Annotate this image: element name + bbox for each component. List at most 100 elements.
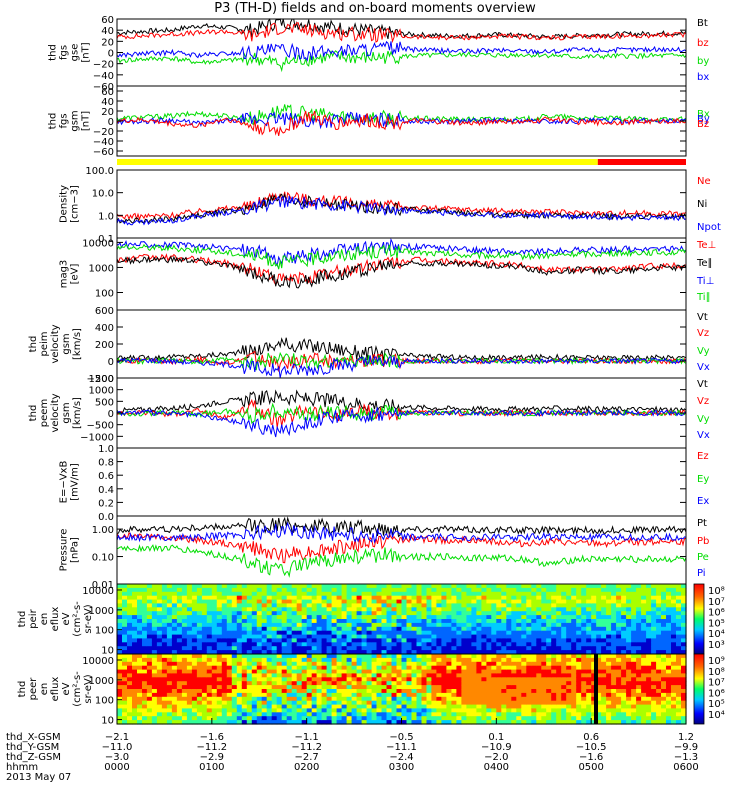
peir-spectrogram-cell [137,607,143,612]
peer-spectrogram-cell [266,720,273,725]
peir-spectrogram-cell [481,630,487,636]
footer-value: −2.4 [389,752,413,763]
peer-spectrogram-cell [521,665,527,671]
peer-spectrogram-cell [226,661,233,667]
peer-spectrogram-cell [556,716,562,721]
peir-spectrogram-cell [576,622,582,628]
peer-spectrogram-cell [246,716,253,721]
peir-spectrogram-cell [266,603,273,608]
peer-spectrogram-cell [336,720,343,725]
peer-spectrogram-cell [171,673,178,678]
peir-spectrogram-cell [216,642,223,647]
peir-spectrogram-cell [571,626,577,632]
peir-spectrogram-cell [391,626,398,632]
peer-spectrogram-cell [516,696,522,702]
fgs-gse-legend-2: by [697,56,709,67]
peer-spectrogram-cell [331,692,338,698]
peer-spectrogram-cell [231,661,238,667]
peir-spectrogram-cell [406,638,413,643]
peir-spectrogram-cell [476,630,482,636]
peir-spectrogram-cell [581,611,587,616]
peer-spectrogram-cell [566,677,572,682]
peer-spectrogram-cell [366,685,373,690]
peer-spectrogram-cell [486,720,492,725]
peer-spectrogram-cell [306,692,313,698]
peir-spectrogram-cell [401,611,408,616]
peir-spectrogram-colorbar-label: 10⁸ [708,586,725,597]
peer-spectrogram-cell [286,673,293,678]
peer-spectrogram-cell [486,665,492,671]
peer-spectrogram-cell [401,700,408,706]
peer-spectrogram-cell [291,700,298,706]
peer-spectrogram-cell [151,661,158,667]
peer-spectrogram-cell [561,654,567,659]
peer-spectrogram-cell [486,669,492,675]
peer-spectrogram-cell [146,712,153,717]
peer-spectrogram-cell [406,685,413,690]
peir-spectrogram-cell [306,611,313,616]
peer-spectrogram-cell [451,696,457,702]
peir-spectrogram-cell [641,615,647,620]
peir-spectrogram-cell [546,591,552,597]
peir-spectrogram-cell [601,634,607,640]
peer-spectrogram-cell [221,704,228,710]
temperature-ylabel: [eV] [70,264,81,285]
peir-spectrogram-cell [316,591,323,597]
peir-spectrogram-cell [456,622,462,628]
peir-spectrogram-cell [566,646,572,651]
peer-spectrogram-cell [526,712,532,717]
peim-velocity-tick-label: 400 [95,323,114,334]
peer-spectrogram-cell [671,677,677,682]
peer-spectrogram-cell [621,704,627,710]
peir-spectrogram-cell [426,638,433,643]
peir-spectrogram-cell [556,622,562,628]
peir-spectrogram-cell [426,642,433,647]
peer-spectrogram-cell [531,654,537,659]
peer-spectrogram-cell [127,700,133,706]
peir-spectrogram-cell [436,603,442,608]
peir-spectrogram-cell [361,611,368,616]
peer-spectrogram-cell [411,665,418,671]
peem-velocity-tick-label: 0 [108,409,114,420]
peir-spectrogram-cell [191,630,198,636]
peer-spectrogram-cell [511,716,517,721]
peir-spectrogram-cell [246,615,253,620]
peir-spectrogram-cell [636,626,642,632]
peer-spectrogram-cell [661,716,667,721]
peer-spectrogram-cell [306,673,313,678]
peir-spectrogram-cell [546,611,552,616]
peir-spectrogram-cell [181,584,188,589]
peer-spectrogram-cell [261,712,268,717]
peir-spectrogram-cell [631,642,637,647]
peir-spectrogram-cell [521,638,527,643]
peir-spectrogram-cell [241,634,248,640]
peir-spectrogram-cell [276,607,283,612]
peir-spectrogram-cell [186,638,193,643]
peer-spectrogram-cell [361,673,368,678]
peir-spectrogram-cell [206,595,213,601]
peir-spectrogram-cell [137,603,143,608]
peir-spectrogram-cell [476,584,482,589]
peir-spectrogram-cell [336,615,343,620]
footer-value: −2.0 [484,752,508,763]
peir-spectrogram-cell [122,584,128,589]
peir-spectrogram-cell [611,615,617,620]
peer-spectrogram-cell [541,696,547,702]
peer-spectrogram-cell [616,669,622,675]
peer-spectrogram-cell [301,700,308,706]
peir-spectrogram-cell [516,626,522,632]
peer-spectrogram-cell [211,677,218,682]
peer-spectrogram-cell [271,661,278,667]
peir-spectrogram-cell [166,630,173,636]
peir-spectrogram-cell [386,595,393,601]
peir-spectrogram-cell [591,611,597,616]
peer-spectrogram-cell [396,700,403,706]
peir-spectrogram-cell [571,607,577,612]
peer-spectrogram-cell [296,677,303,682]
peir-spectrogram-cell [326,622,333,628]
peer-spectrogram-cell [551,669,557,675]
peir-spectrogram-cell [471,607,477,612]
peir-spectrogram-cell [296,650,303,655]
peer-spectrogram-cell [551,685,557,690]
peir-spectrogram-cell [376,626,383,632]
